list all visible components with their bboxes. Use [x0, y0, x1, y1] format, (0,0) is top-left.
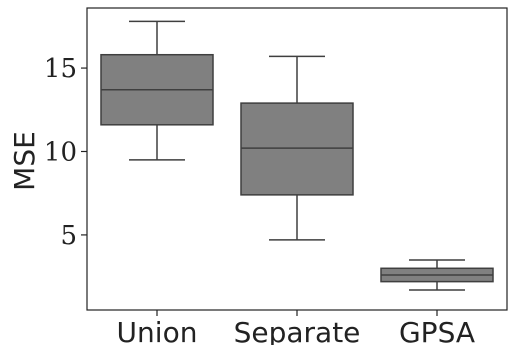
- x-tick-label: GPSA: [399, 316, 475, 345]
- box-separate: [240, 55, 354, 241]
- interquartile-box: [240, 102, 354, 196]
- y-axis: 5 10 15: [44, 54, 87, 251]
- box-gpsa: [380, 259, 494, 291]
- box-union: [100, 20, 214, 161]
- x-axis: Union Separate GPSA: [117, 310, 475, 345]
- x-tick-label: Separate: [234, 316, 361, 345]
- y-tick-label: 10: [44, 137, 77, 167]
- y-tick-label: 15: [44, 54, 77, 84]
- box-series: [100, 20, 494, 291]
- x-tick-label: Union: [117, 316, 198, 345]
- y-axis-label: MSE: [8, 131, 41, 191]
- y-tick-label: 5: [60, 221, 77, 251]
